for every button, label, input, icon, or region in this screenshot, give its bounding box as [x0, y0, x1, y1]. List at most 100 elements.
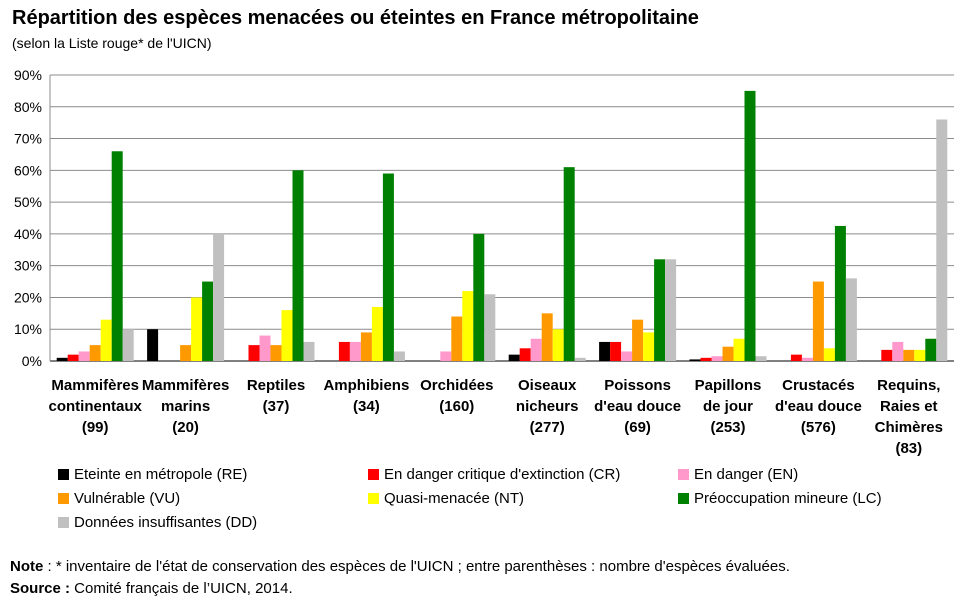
bar — [610, 341, 622, 361]
x-tick-label: Reptiles (37) — [247, 377, 305, 415]
bar — [147, 329, 159, 361]
bar — [834, 225, 846, 361]
x-tick-label-line: Reptiles — [247, 377, 305, 394]
bar — [371, 306, 383, 361]
bar — [665, 259, 677, 361]
x-tick-label: Mammifères continentaux (99) — [49, 377, 143, 436]
legend-swatch — [678, 469, 689, 480]
bar — [281, 310, 293, 361]
y-tick-label: 80% — [14, 99, 42, 115]
x-tick-label-line: de jour — [703, 398, 753, 415]
bar — [111, 151, 123, 361]
legend-label: Données insuffisantes (DD) — [74, 514, 258, 531]
bar — [303, 341, 315, 361]
legend-item: Quasi-menacée (NT) — [368, 490, 524, 507]
x-tick-label-line: (253) — [710, 419, 745, 436]
x-tick-label-line: (20) — [172, 419, 199, 436]
x-tick-label-line: (69) — [624, 419, 651, 436]
x-tick-label-line: Poissons — [604, 377, 671, 394]
y-tick-label: 70% — [14, 131, 42, 147]
bar — [599, 341, 611, 361]
bar — [213, 233, 225, 361]
legend-label: En danger (EN) — [694, 466, 799, 483]
bar — [801, 357, 813, 361]
x-tick-label-line: marins — [161, 398, 210, 415]
x-tick-label-line: Orchidées — [420, 377, 493, 394]
legend-label: En danger critique d'extinction (CR) — [384, 466, 621, 483]
bar — [552, 329, 564, 361]
legend-swatch — [368, 469, 379, 480]
x-tick-label-line: Mammifères — [51, 377, 139, 394]
legend-swatch — [58, 493, 69, 504]
bar — [744, 90, 756, 361]
bar — [654, 259, 666, 361]
y-tick-label: 30% — [14, 258, 42, 274]
bar — [733, 338, 745, 361]
bar-chart: 0% 10% 20% 30% 40% 50% 60% 70% 80% 90% Mammifères c… — [14, 67, 954, 457]
bar — [292, 170, 304, 361]
x-tick-label-line: Requins, — [877, 377, 940, 394]
bar — [881, 349, 893, 361]
x-tick-label-line: Chimères — [875, 419, 943, 436]
legend-label: Vulnérable (VU) — [74, 490, 181, 507]
bar — [914, 349, 926, 361]
bar — [56, 357, 68, 361]
bar — [259, 335, 271, 361]
source-line: Source : Comité français de l’UICN, 2014… — [10, 578, 790, 600]
bar — [845, 278, 857, 361]
footnote: Note : * inventaire de l'état de conserv… — [10, 556, 790, 600]
x-tick-label: Requins, Raies et Chimères (83) — [875, 377, 943, 457]
y-tick-label: 50% — [14, 194, 42, 210]
bar — [360, 332, 372, 361]
bar — [700, 357, 712, 361]
bar — [790, 354, 802, 361]
note-line: Note : * inventaire de l'état de conserv… — [10, 556, 790, 578]
bar — [180, 345, 192, 361]
x-tick-label: Papillons de jour (253) — [695, 377, 762, 436]
bar — [484, 294, 496, 361]
bar — [530, 338, 542, 361]
bar — [711, 356, 723, 361]
legend-item: Données insuffisantes (DD) — [58, 514, 257, 531]
chart-legend: Eteinte en métropole (RE) En danger criti… — [58, 466, 938, 536]
x-tick-label-line: Crustacés — [782, 377, 855, 394]
bar — [67, 354, 79, 361]
x-tick-label-line: (160) — [439, 398, 474, 415]
bar — [191, 297, 203, 361]
x-tick-label-line: Raies et — [880, 398, 938, 415]
x-tick-label-line: Papillons — [695, 377, 762, 394]
bar — [823, 348, 835, 361]
bar — [621, 351, 633, 361]
bar — [925, 338, 937, 361]
x-tick-label: Orchidées (160) — [420, 377, 493, 415]
x-tick-label: Oiseaux nicheurs (277) — [516, 377, 579, 436]
bar — [892, 341, 904, 361]
bar — [202, 281, 214, 361]
x-tick-label: Amphibiens (34) — [323, 377, 409, 415]
x-tick-label-line: Amphibiens — [323, 377, 409, 394]
x-tick-label-line: d'eau douce — [594, 398, 681, 415]
x-tick-label-line: (576) — [801, 419, 836, 436]
legend-label: Préoccupation mineure (LC) — [694, 490, 882, 507]
bar — [689, 359, 701, 361]
bar — [903, 349, 915, 361]
bar — [462, 291, 474, 361]
y-tick-label: 40% — [14, 226, 42, 242]
x-tick-label-line: (99) — [82, 419, 109, 436]
x-tick-label-line: nicheurs — [516, 398, 579, 415]
legend-item: En danger (EN) — [678, 466, 798, 483]
x-tick-label-line: continentaux — [49, 398, 143, 415]
legend-item: En danger critique d'extinction (CR) — [368, 466, 620, 483]
bar — [755, 356, 767, 361]
x-tick-label-line: Mammifères — [142, 377, 230, 394]
bar — [574, 357, 586, 361]
y-tick-label: 90% — [14, 67, 42, 83]
x-tick-label-line: (37) — [263, 398, 290, 415]
x-tick-label-line: (83) — [895, 440, 922, 457]
bar — [78, 351, 90, 361]
bar — [508, 354, 520, 361]
legend-swatch — [58, 517, 69, 528]
bar — [122, 329, 134, 361]
legend-label: Quasi-menacée (NT) — [384, 490, 525, 507]
x-tick-label-line: (34) — [353, 398, 380, 415]
